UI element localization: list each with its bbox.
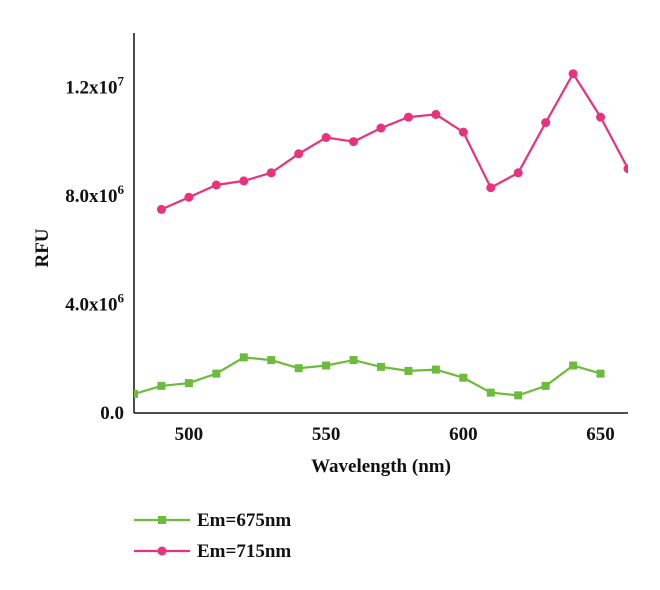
data-point [596, 112, 606, 122]
data-point [294, 149, 304, 159]
legend-label: Em=715nm [197, 541, 291, 562]
y-tick-label: 1.2x107 [65, 73, 124, 98]
data-point [568, 69, 578, 79]
y-tick-label: 8.0x106 [65, 182, 124, 207]
data-point [569, 361, 578, 370]
data-point [322, 361, 331, 370]
data-point [623, 164, 628, 174]
data-point [596, 369, 605, 378]
data-point [184, 192, 194, 202]
y-tick-label: 0.0 [100, 403, 124, 424]
legend-item: Em=675nm [134, 510, 291, 531]
data-point [376, 123, 386, 133]
data-point [184, 379, 193, 388]
series-clip-group [134, 69, 628, 400]
data-point [156, 204, 166, 214]
data-point [212, 369, 221, 378]
series-line [160, 71, 628, 211]
x-tick-label: 500 [175, 424, 204, 445]
x-tick-label: 600 [449, 424, 478, 445]
legend-marker [158, 516, 166, 524]
y-tick-exponent: 7 [118, 73, 125, 88]
data-point [431, 365, 440, 374]
y-tick-mantissa: 1.2x10 [65, 77, 117, 98]
legend-item: Em=715nm [134, 541, 291, 562]
data-point [541, 381, 550, 390]
x-axis-ticks: 500 550 600 650 [175, 424, 615, 445]
legend-label: Em=675nm [197, 510, 291, 531]
series-1 [134, 353, 605, 400]
legend: Em=675nm Em=715nm [134, 510, 291, 562]
data-point [267, 356, 276, 365]
data-point [403, 112, 413, 122]
x-tick-label: 650 [586, 424, 615, 445]
data-point [239, 176, 249, 186]
x-axis-title: Wavelength (nm) [311, 456, 451, 477]
data-point [431, 109, 441, 119]
legend-marker [157, 546, 167, 556]
series-2 [156, 69, 628, 214]
data-point [486, 183, 496, 193]
y-tick-exponent: 6 [118, 182, 125, 197]
data-point [211, 180, 221, 190]
series-layer [134, 69, 628, 400]
data-point [266, 168, 276, 178]
y-tick-mantissa: 0.0 [100, 403, 124, 424]
data-point [157, 381, 166, 390]
y-axis-title: RFU [32, 228, 53, 267]
data-point [377, 362, 385, 371]
data-point [458, 127, 468, 137]
data-point [349, 137, 359, 147]
data-point [486, 388, 495, 397]
plot-area [133, 33, 628, 414]
series-line [134, 356, 601, 397]
y-tick-label: 4.0x106 [65, 290, 124, 315]
data-point [459, 373, 468, 382]
x-tick-label: 550 [312, 424, 341, 445]
data-point [541, 118, 551, 128]
y-tick-mantissa: 4.0x10 [65, 294, 117, 315]
y-tick-exponent: 6 [118, 290, 125, 305]
data-point [134, 390, 138, 398]
data-point [321, 133, 331, 142]
data-point [404, 366, 413, 375]
data-point [513, 168, 523, 178]
data-point [514, 391, 523, 400]
data-point [294, 364, 303, 373]
y-tick-mantissa: 8.0x10 [65, 186, 117, 207]
data-point [349, 356, 358, 365]
data-point [239, 353, 248, 362]
